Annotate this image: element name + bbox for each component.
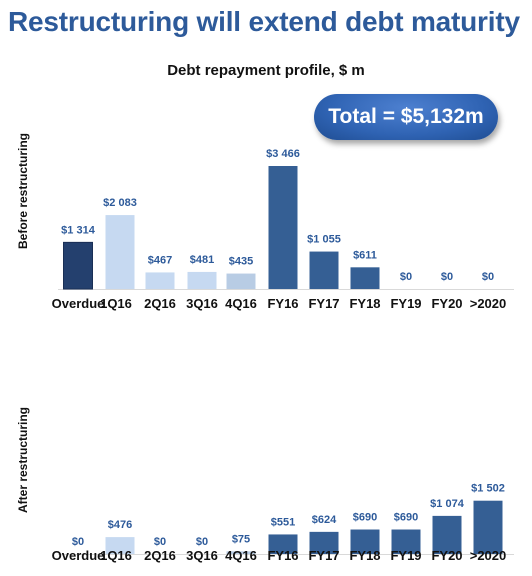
bar-fy19 [391,529,421,554]
category-label: FY16 [267,548,298,563]
category-label: FY16 [267,296,298,311]
total-badge: Total = $5,132m [314,94,498,140]
category-label: 3Q16 [186,296,218,311]
bar-fy18 [350,267,380,289]
category-label: 2Q16 [144,548,176,563]
category-label: 2Q16 [144,296,176,311]
category-label: >2020 [470,548,507,563]
chart-subtitle: Debt repayment profile, $ m [167,62,365,79]
value-label: $1 314 [61,224,96,236]
value-label: $0 [441,271,453,283]
category-label: Overdue [52,548,105,563]
bar-fy17 [309,251,339,289]
category-label: FY17 [308,296,339,311]
total-badge-label: Total = $5,132m [328,105,484,128]
category-label: 4Q16 [225,548,257,563]
bar-fy17 [309,531,339,554]
value-label: $0 [154,536,166,548]
bar-fy20 [432,515,462,554]
category-label: FY17 [308,548,339,563]
category-label: FY18 [349,548,380,563]
value-label: $0 [482,271,494,283]
value-label: $0 [196,536,208,548]
value-label: $551 [271,516,295,528]
value-label: $624 [312,514,337,526]
category-label: 3Q16 [186,548,218,563]
value-label: $611 [353,249,377,261]
value-label: $690 [394,512,418,524]
value-label: $481 [190,254,214,266]
value-label: $2 083 [103,197,137,209]
value-label: $1 074 [430,498,465,510]
chart-before-restructuring: Before restructuring $1 314 Overdue $2 083 1… [16,133,514,311]
category-label: 1Q16 [100,296,132,311]
category-label: >2020 [470,296,507,311]
value-label: $75 [232,533,250,545]
bar-1q16 [105,215,135,289]
category-label: 1Q16 [100,548,132,563]
value-label: $0 [72,536,84,548]
category-label: FY18 [349,296,380,311]
bar-4q16 [226,273,256,289]
category-label: FY20 [431,296,462,311]
category-label: Overdue [52,296,105,311]
value-label: $3 466 [266,148,300,160]
bar-fy16 [268,534,298,554]
category-label: FY20 [431,548,462,563]
bar-4q16 [226,551,256,554]
bar-2q16 [145,272,175,289]
vertical-axis-label: Before restructuring [16,133,30,249]
category-label: FY19 [390,296,421,311]
bar-overdue [63,241,93,290]
bar-3q16 [187,271,217,289]
category-label: FY19 [390,548,421,563]
value-label: $1 502 [471,483,505,495]
page-title: Restructuring will extend debt maturity [8,6,520,37]
vertical-axis-label: After restructuring [16,407,30,513]
value-label: $467 [148,254,172,266]
bar-fy18 [350,529,380,554]
category-label: 4Q16 [225,296,257,311]
bar-2020 [473,500,503,554]
bar-fy16 [268,166,298,289]
value-label: $435 [229,256,253,268]
bar-1q16 [105,537,135,554]
value-label: $476 [108,519,132,531]
value-label: $0 [400,271,412,283]
value-label: $690 [353,512,377,524]
value-label: $1 055 [307,234,341,246]
chart-after-restructuring: After restructuring$0Overdue$4761Q16$02Q… [16,407,514,563]
